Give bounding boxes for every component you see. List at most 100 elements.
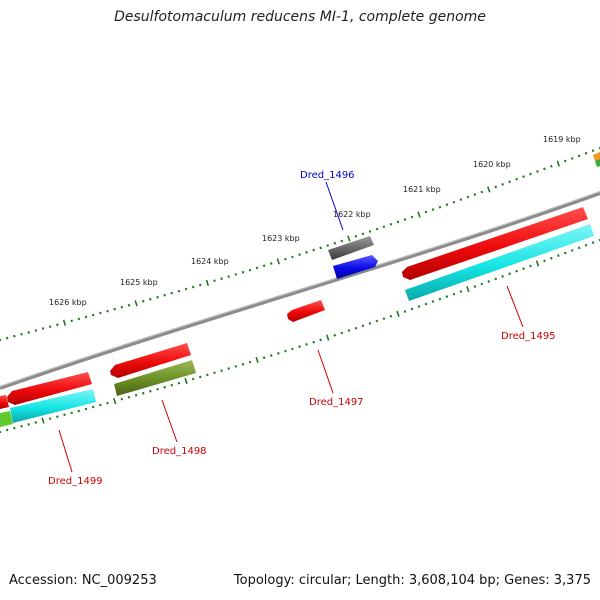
major-tick	[556, 160, 560, 167]
minor-tick	[70, 411, 73, 415]
minor-tick	[452, 292, 456, 296]
minor-tick	[262, 264, 266, 268]
minor-tick	[20, 424, 23, 428]
kbp-label: 1622 kbp	[333, 210, 371, 219]
feature-olive	[114, 360, 196, 396]
minor-tick	[305, 342, 308, 346]
minor-tick	[305, 250, 308, 254]
minor-tick	[91, 313, 95, 317]
minor-tick	[34, 329, 38, 332]
minor-tick	[557, 254, 560, 258]
minor-tick	[424, 210, 428, 214]
feature-blue-rna	[333, 255, 378, 279]
minor-tick	[577, 154, 581, 158]
minor-tick	[424, 302, 428, 306]
minor-tick	[333, 241, 337, 245]
minor-tick	[177, 381, 181, 385]
minor-tick	[149, 297, 152, 301]
major-tick	[396, 310, 400, 317]
major-tick	[205, 279, 210, 286]
minor-tick	[452, 200, 456, 204]
minor-tick	[77, 317, 81, 321]
gene-label: Dred_1495	[501, 331, 556, 342]
minor-tick	[522, 175, 525, 179]
minor-tick	[206, 373, 209, 377]
minor-tick	[382, 225, 386, 229]
feature-red-cds	[287, 300, 325, 322]
feature-green	[0, 411, 13, 427]
minor-tick	[277, 351, 280, 355]
minor-tick	[48, 325, 52, 328]
minor-tick	[77, 409, 81, 413]
minor-tick	[403, 218, 407, 221]
minor-tick	[375, 227, 379, 231]
minor-tick	[361, 232, 365, 236]
genome-backbone-highlight	[0, 191, 600, 387]
minor-tick	[347, 329, 351, 332]
leader-line	[317, 349, 334, 394]
minor-tick	[501, 274, 504, 278]
minor-tick	[99, 403, 102, 407]
kbp-label: 1620 kbp	[473, 160, 511, 169]
minor-tick	[543, 167, 546, 171]
minor-tick	[134, 393, 138, 397]
minor-tick	[198, 283, 202, 287]
minor-tick	[177, 289, 181, 293]
major-tick	[41, 417, 45, 424]
feature-cyan	[10, 389, 96, 423]
minor-tick	[466, 195, 470, 199]
minor-tick	[354, 326, 358, 330]
minor-tick	[529, 264, 532, 268]
minor-tick	[41, 327, 45, 330]
minor-tick	[220, 369, 223, 372]
minor-tick	[354, 234, 358, 238]
minor-tick	[431, 300, 435, 303]
minor-tick	[99, 311, 102, 315]
feature-orange	[593, 152, 600, 161]
minor-tick	[312, 248, 315, 252]
minor-tick	[13, 334, 16, 338]
minor-tick	[494, 277, 498, 281]
major-tick	[417, 211, 421, 218]
minor-tick	[508, 272, 511, 276]
feature-green	[595, 159, 600, 167]
minor-tick	[20, 332, 23, 336]
genome-summary-text: Topology: circular; Length: 3,608,104 bp…	[233, 573, 591, 588]
major-tick	[326, 334, 330, 341]
leader-line	[506, 285, 524, 328]
leader-line	[325, 181, 344, 231]
accession-text: Accession: NC_009253	[9, 573, 157, 588]
kbp-label: 1624 kbp	[191, 257, 229, 266]
minor-tick	[487, 280, 491, 283]
minor-tick	[84, 407, 88, 411]
minor-tick	[473, 193, 477, 196]
minor-tick	[127, 395, 131, 399]
minor-tick	[515, 177, 518, 181]
minor-tick	[563, 159, 567, 163]
minor-tick	[141, 299, 145, 303]
minor-tick	[340, 239, 344, 243]
minor-tick	[262, 356, 266, 360]
forward-strand-features	[0, 152, 600, 427]
feature-red-cds	[402, 207, 588, 280]
minor-tick	[459, 198, 463, 201]
minor-tick	[550, 256, 553, 260]
minor-tick	[591, 149, 595, 153]
minor-tick	[480, 282, 484, 286]
major-tick	[134, 300, 138, 307]
minor-tick	[255, 266, 259, 270]
minor-tick	[368, 230, 372, 233]
minor-tick	[417, 305, 421, 308]
minor-tick	[70, 319, 73, 323]
minor-tick	[163, 293, 166, 297]
major-tick	[487, 186, 491, 193]
minor-tick	[234, 365, 238, 368]
kbp-label: 1621 kbp	[403, 185, 441, 194]
feature-red-cds	[110, 343, 191, 378]
minor-tick	[170, 291, 174, 295]
minor-tick	[284, 349, 287, 353]
minor-tick	[508, 180, 511, 184]
major-tick	[112, 398, 117, 405]
outer-scale-ticks	[0, 146, 600, 342]
